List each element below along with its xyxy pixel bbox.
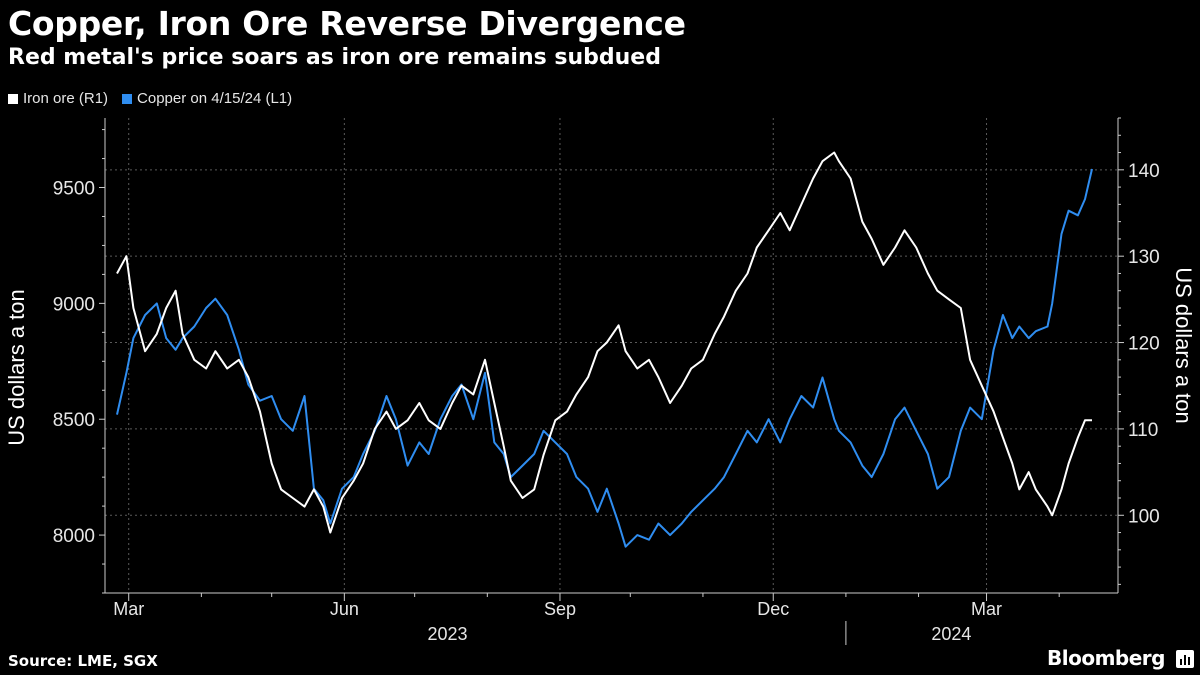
left-tick-label: 9500 [53, 179, 95, 200]
left-tick-label: 8000 [53, 526, 95, 547]
legend-label-iron-ore: Iron ore (R1) [23, 90, 109, 107]
x-tick-label: Mar [113, 599, 144, 619]
copper-line [116, 168, 1093, 548]
x-tick-label: Dec [757, 599, 789, 619]
legend-item-copper: Copper on 4/15/24 (L1) [122, 90, 292, 107]
right-tick-label: 100 [1128, 506, 1160, 527]
left-tick-label: 8500 [53, 410, 95, 431]
right-tick-label: 140 [1128, 161, 1160, 182]
year-label: 2023 [427, 624, 467, 644]
x-tick-label: Jun [330, 599, 359, 619]
x-tick-label: Sep [544, 599, 576, 619]
bloomberg-terminal-icon [1176, 650, 1194, 668]
left-tick-label: 9000 [53, 294, 95, 315]
legend-swatch-iron-ore [8, 93, 18, 104]
left-axis-title: US dollars a ton [4, 289, 29, 446]
legend: Iron ore (R1) Copper on 4/15/24 (L1) [8, 90, 306, 107]
chart-title: Copper, Iron Ore Reverse Divergence [8, 4, 686, 43]
chart-subtitle: Red metal's price soars as iron ore rema… [8, 45, 661, 70]
legend-swatch-copper [122, 93, 133, 104]
legend-label-copper: Copper on 4/15/24 (L1) [137, 90, 293, 107]
right-axis-title: US dollars a ton [1171, 267, 1196, 424]
x-tick-label: Mar [971, 599, 1002, 619]
iron-ore-line [116, 151, 1092, 534]
right-tick-label: 120 [1128, 334, 1160, 355]
year-label: 2024 [931, 624, 971, 644]
right-tick-label: 130 [1128, 247, 1160, 268]
right-tick-label: 110 [1128, 420, 1158, 441]
brand-logo-text: Bloomberg [1047, 646, 1165, 670]
legend-item-iron-ore: Iron ore (R1) [8, 90, 108, 107]
source-note: Source: LME, SGX [8, 652, 158, 670]
